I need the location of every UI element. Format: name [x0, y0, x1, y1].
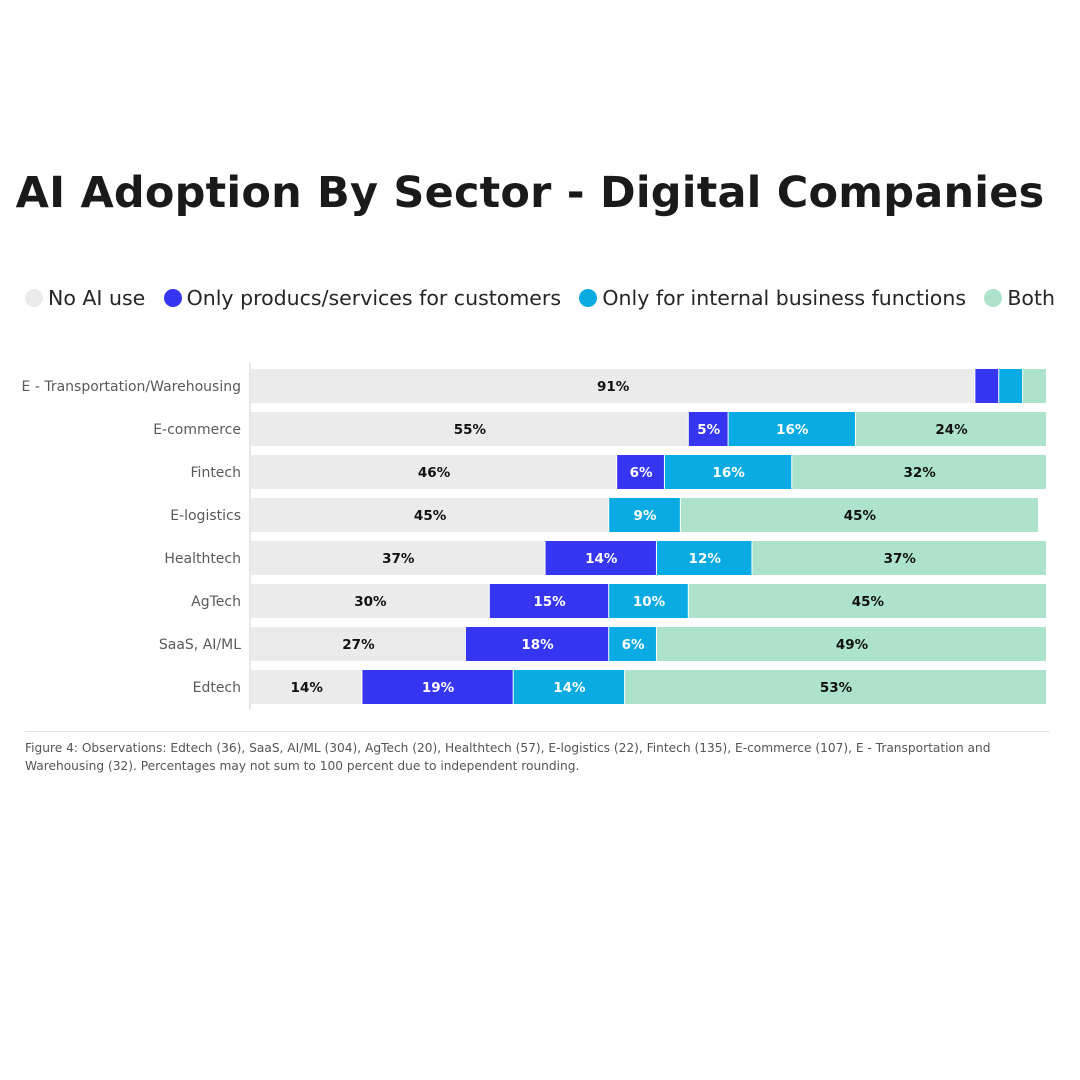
data-label: 14% [585, 551, 618, 567]
bar-segment-no-ai [251, 584, 489, 618]
legend-item-internal: Only for internal business functions [579, 286, 966, 310]
bar-segment-internal [999, 369, 1023, 403]
bar-segment-customers [688, 412, 728, 446]
bar-segment-customers [545, 541, 656, 575]
legend-item-both: Both [984, 286, 1055, 310]
legend-item-customers: Only producs/services for customers [163, 286, 562, 310]
legend-swatch-no-ai [25, 289, 43, 307]
bar-segment-both [855, 412, 1046, 446]
legend-label-internal: Only for internal business functions [602, 286, 967, 310]
bar-segment-internal [513, 670, 625, 704]
category-label: E-commerce [153, 422, 241, 438]
data-label: 6% [622, 637, 645, 653]
data-label: 6% [630, 465, 653, 481]
legend-swatch-both [984, 289, 1003, 307]
bar-segment-no-ai [251, 455, 617, 489]
data-label: 45% [844, 508, 877, 524]
bar-segment-no-ai [251, 541, 545, 575]
category-label: Edtech [193, 680, 241, 696]
bar-segment-no-ai [251, 412, 688, 446]
legend-label-no-ai: No AI use [48, 286, 146, 310]
category-label: AgTech [191, 594, 241, 610]
legend-label-both: Both [1007, 286, 1055, 310]
bar-segment-internal [609, 627, 656, 661]
data-label: 30% [354, 594, 387, 610]
category-label: E - Transportation/Warehousing [22, 379, 241, 395]
data-label: 10% [633, 594, 666, 610]
bar-segment-internal [664, 455, 792, 489]
bar-segment-both [752, 541, 1046, 575]
data-label: 32% [903, 465, 936, 481]
bar-segment-no-ai [251, 498, 609, 532]
data-label: 15% [533, 594, 566, 610]
legend: No AI use Only producs/services for cust… [25, 284, 1055, 312]
data-label: 49% [836, 637, 869, 653]
data-label: 18% [521, 637, 554, 653]
bar-segment-internal [609, 498, 680, 532]
data-label: 19% [422, 680, 455, 696]
category-label: E-logistics [170, 508, 241, 524]
bar-segment-internal [728, 412, 855, 446]
footnote: Figure 4: Observations: Edtech (36), Saa… [25, 741, 991, 773]
bar-segment-customers [489, 584, 609, 618]
legend-swatch-internal [579, 289, 598, 307]
data-label: 53% [820, 680, 853, 696]
data-label: 14% [553, 680, 586, 696]
data-label: 27% [342, 637, 375, 653]
bar-segment-customers [465, 627, 609, 661]
bar-segment-customers [617, 455, 664, 489]
bar-segment-internal [609, 584, 688, 618]
legend-item-no-ai: No AI use [25, 286, 145, 310]
data-label: 46% [418, 465, 451, 481]
data-label: 45% [414, 508, 447, 524]
bar-segment-both [625, 670, 1046, 704]
data-label: 37% [884, 551, 917, 567]
bar-segment-both [1023, 369, 1046, 403]
data-label: 16% [776, 422, 809, 438]
data-label: 55% [454, 422, 487, 438]
data-label: 12% [689, 551, 722, 567]
category-label: SaaS, AI/ML [159, 637, 241, 653]
data-label: 91% [597, 379, 630, 395]
bar-segment-both [656, 627, 1046, 661]
bar-segment-customers [975, 369, 999, 403]
data-label: 16% [712, 465, 745, 481]
legend-swatch-customers [163, 289, 182, 307]
data-label: 24% [935, 422, 968, 438]
bar-segment-no-ai [251, 369, 975, 403]
bar-segment-both [792, 455, 1046, 489]
category-label: Fintech [191, 465, 241, 481]
legend-label-customers: Only producs/services for customers [186, 286, 562, 310]
bar-segment-both [680, 498, 1039, 532]
bar-segment-no-ai [251, 670, 362, 704]
footnote-divider [25, 731, 1050, 732]
data-label: 45% [852, 594, 885, 610]
data-label: 37% [382, 551, 415, 567]
bar-segment-both [688, 584, 1046, 618]
bar-segment-no-ai [251, 627, 465, 661]
category-label: Healthtech [164, 551, 241, 567]
stacked-bar-chart: E - Transportation/Warehousing 91% E-comme… [22, 363, 1046, 710]
bar-segment-customers [362, 670, 513, 704]
bar-segment-internal [656, 541, 752, 575]
data-label: 9% [634, 508, 657, 524]
data-label: 14% [291, 680, 324, 696]
data-label: 5% [697, 422, 720, 438]
chart-title: AI Adoption By Sector - Digital Companie… [15, 168, 1045, 218]
